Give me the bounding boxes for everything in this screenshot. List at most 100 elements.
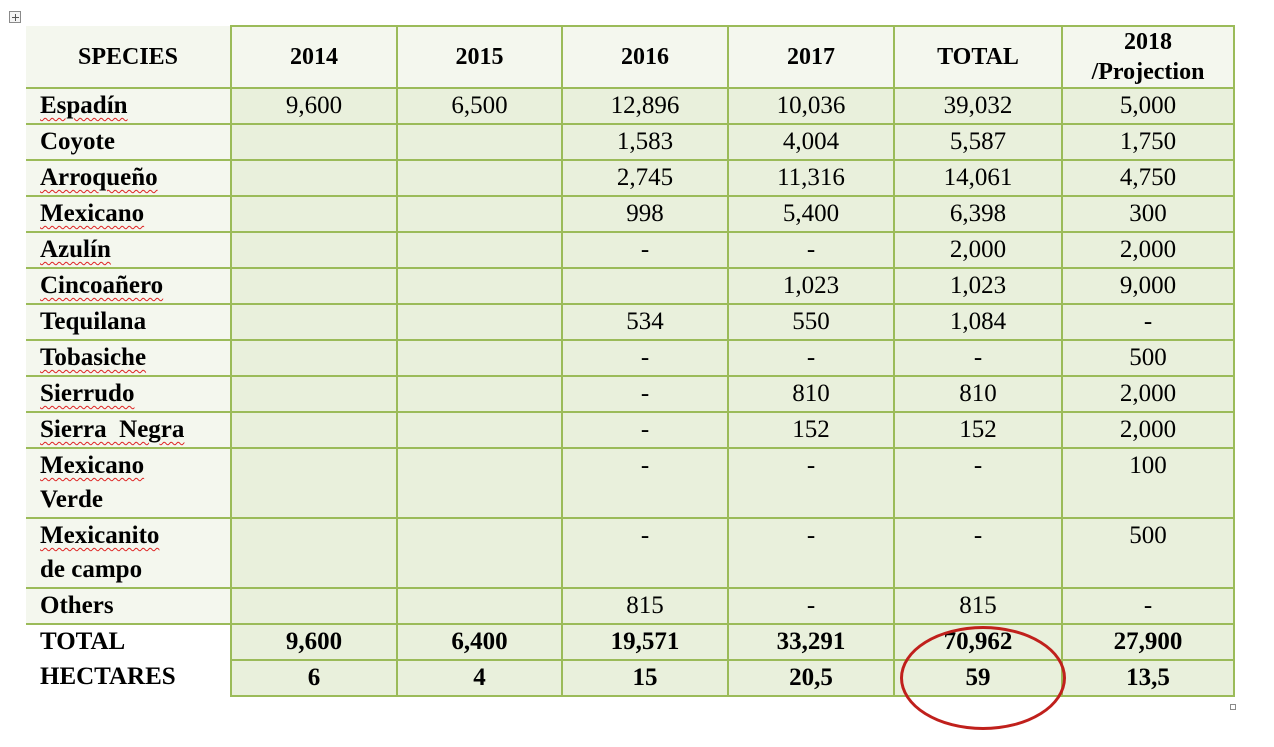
cell-2018: 5,000 [1061, 87, 1235, 125]
species-name-line: Mexicanito [40, 522, 160, 549]
total-cell-2015: 6,400 [396, 623, 563, 661]
header-row: SPECIES 2014 2015 2016 2017 TOTAL 2018/P… [26, 25, 1235, 89]
total-cell-2014: 9,600 [230, 623, 398, 661]
header-2017: 2017 [727, 25, 895, 89]
cell-2015 [396, 159, 563, 197]
species-name-line: Tequilana [40, 308, 147, 335]
table-move-handle[interactable] [9, 11, 21, 23]
species-name-line: Coyote [40, 128, 115, 155]
cell-2018: 2,000 [1061, 231, 1235, 269]
cell-2015 [396, 303, 563, 341]
table-row: Coyote 1,583 4,004 5,587 1,750 [26, 123, 1235, 161]
cell-2015: 6,500 [396, 87, 563, 125]
total-cell-2018: 27,900 [1061, 623, 1235, 661]
species-name-cell: Mexicano [26, 195, 232, 233]
species-name-cell: Sierra Negra [26, 411, 232, 449]
header-total: TOTAL [893, 25, 1063, 89]
cell-total: 152 [893, 411, 1063, 449]
cell-total: 5,587 [893, 123, 1063, 161]
species-name-cell: Arroqueño [26, 159, 232, 197]
hectares-cell-2018: 13,5 [1061, 659, 1235, 697]
cell-2018: 2,000 [1061, 375, 1235, 413]
cell-2016: 12,896 [561, 87, 729, 125]
cell-2018: 500 [1061, 339, 1235, 377]
cell-2017: - [727, 231, 895, 269]
cell-2015 [396, 339, 563, 377]
table-row: Cincoañero 1,023 1,023 9,000 [26, 267, 1235, 305]
cell-2014 [230, 411, 398, 449]
table-row: Tobasiche - - -500 [26, 339, 1235, 377]
table-row: Mexicano 998 5,400 6,398 300 [26, 195, 1235, 233]
hectares-label: HECTARES [26, 660, 232, 696]
cell-2014 [230, 267, 398, 305]
hectares-row: HECTARES 6 4 15 20,5 59 13,5 [26, 659, 1235, 697]
species-name-cell: Cincoañero [26, 267, 232, 305]
cell-2014 [230, 159, 398, 197]
header-2015: 2015 [396, 25, 563, 89]
total-row: TOTAL 9,600 6,400 19,571 33,291 70,962 2… [26, 623, 1235, 661]
cell-2017: - [727, 587, 895, 625]
cell-2018: 9,000 [1061, 267, 1235, 305]
cell-2014 [230, 303, 398, 341]
table-resize-handle[interactable] [1230, 704, 1236, 710]
cell-total: 810 [893, 375, 1063, 413]
cell-2017: 1,023 [727, 267, 895, 305]
cell-2018: 1,750 [1061, 123, 1235, 161]
total-cell-2017: 33,291 [727, 623, 895, 661]
species-name-line: Sierra Negra [40, 416, 185, 443]
cell-2016 [561, 267, 729, 305]
species-name-cell: Espadín [26, 87, 232, 125]
cell-2016: 1,583 [561, 123, 729, 161]
species-table: SPECIES 2014 2015 2016 2017 TOTAL 2018/P… [26, 25, 1235, 697]
cell-2016: - [561, 375, 729, 413]
total-cell-2016: 19,571 [561, 623, 729, 661]
table-row: Azulín - -2,000 2,000 [26, 231, 1235, 269]
cell-2017: 550 [727, 303, 895, 341]
hectares-cell-2016: 15 [561, 659, 729, 697]
cell-2014 [230, 339, 398, 377]
cell-2015 [396, 411, 563, 449]
cell-2015 [396, 447, 563, 519]
cell-2014 [230, 123, 398, 161]
cell-2017: 10,036 [727, 87, 895, 125]
cell-2017: 152 [727, 411, 895, 449]
cell-2015 [396, 123, 563, 161]
total-cell-total: 70,962 [893, 623, 1063, 661]
species-name-cell: Azulín [26, 231, 232, 269]
total-label: TOTAL [26, 624, 232, 660]
cell-total: 6,398 [893, 195, 1063, 233]
cell-2016: - [561, 447, 729, 519]
hectares-cell-2017: 20,5 [727, 659, 895, 697]
cell-2016: - [561, 339, 729, 377]
cell-2016: - [561, 411, 729, 449]
cell-2015 [396, 517, 563, 589]
cell-2016: 998 [561, 195, 729, 233]
cell-2018: 2,000 [1061, 411, 1235, 449]
hectares-cell-total: 59 [893, 659, 1063, 697]
cell-2017: 5,400 [727, 195, 895, 233]
cell-2017: - [727, 447, 895, 519]
cell-2016: - [561, 517, 729, 589]
cell-2014 [230, 517, 398, 589]
table-row: Sierrudo -810 810 2,000 [26, 375, 1235, 413]
cell-total: - [893, 517, 1063, 589]
cell-2014 [230, 195, 398, 233]
cell-total: 815 [893, 587, 1063, 625]
cell-2015 [396, 231, 563, 269]
species-name-line: Others [40, 592, 114, 619]
header-2016: 2016 [561, 25, 729, 89]
species-name-cell: Sierrudo [26, 375, 232, 413]
species-name-cell: Coyote [26, 123, 232, 161]
cell-2014 [230, 375, 398, 413]
cell-2014 [230, 587, 398, 625]
cell-total: 39,032 [893, 87, 1063, 125]
cell-2015 [396, 267, 563, 305]
header-species: SPECIES [26, 26, 232, 89]
cell-2016: 534 [561, 303, 729, 341]
species-name-cell: Tobasiche [26, 339, 232, 377]
cell-2018: - [1061, 587, 1235, 625]
table-row: Mexicano Verde - - -100 [26, 447, 1235, 519]
species-name-line: Mexicano [40, 452, 145, 479]
cell-2015 [396, 587, 563, 625]
table-row: Mexicanito de campo - - -500 [26, 517, 1235, 589]
